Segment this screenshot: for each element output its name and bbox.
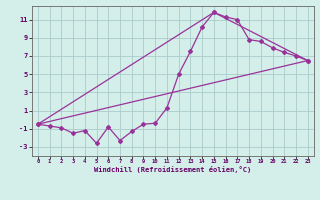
X-axis label: Windchill (Refroidissement éolien,°C): Windchill (Refroidissement éolien,°C) (94, 166, 252, 173)
